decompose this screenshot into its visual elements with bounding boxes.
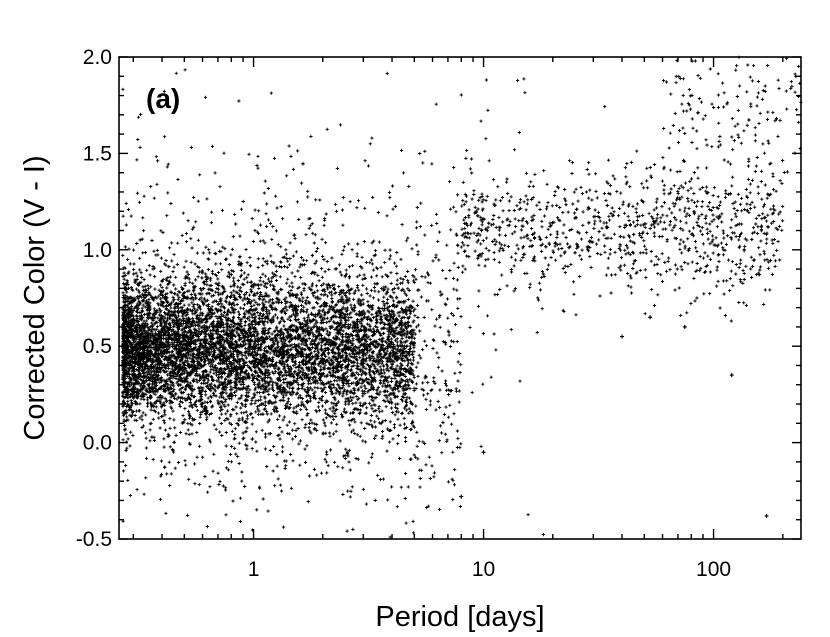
y-tick-label: -0.5 <box>76 528 112 551</box>
x-axis-title: Period [days] <box>375 601 544 633</box>
data-points <box>121 55 803 539</box>
panel-label: (a) <box>146 83 180 114</box>
y-tick-label: 0.0 <box>83 432 112 455</box>
notable-point-1 <box>729 373 734 378</box>
notable-point-4 <box>648 315 653 320</box>
plot-frame <box>118 56 802 540</box>
notable-point-2 <box>682 324 687 329</box>
y-tick-label: 1.0 <box>83 239 112 262</box>
y-tick-label: 1.5 <box>83 142 112 165</box>
notable-point-5 <box>481 450 486 455</box>
y-axis-title: Corrected Color (V - I) <box>19 155 51 440</box>
notable-point-3 <box>620 334 625 339</box>
x-tick-label: 100 <box>696 558 731 581</box>
x-tick-label: 10 <box>472 558 495 581</box>
x-tick-label: 1 <box>248 558 260 581</box>
notable-point-0 <box>764 513 769 518</box>
notable-point-6 <box>459 494 464 499</box>
scatter-point-markers <box>121 55 803 539</box>
y-tick-label: 2.0 <box>83 46 112 69</box>
axis-ticks: -0.5 0.0 0.5 1.0 1.5 2.0 1 10 100 <box>76 46 801 581</box>
y-tick-label: 0.5 <box>83 335 112 358</box>
